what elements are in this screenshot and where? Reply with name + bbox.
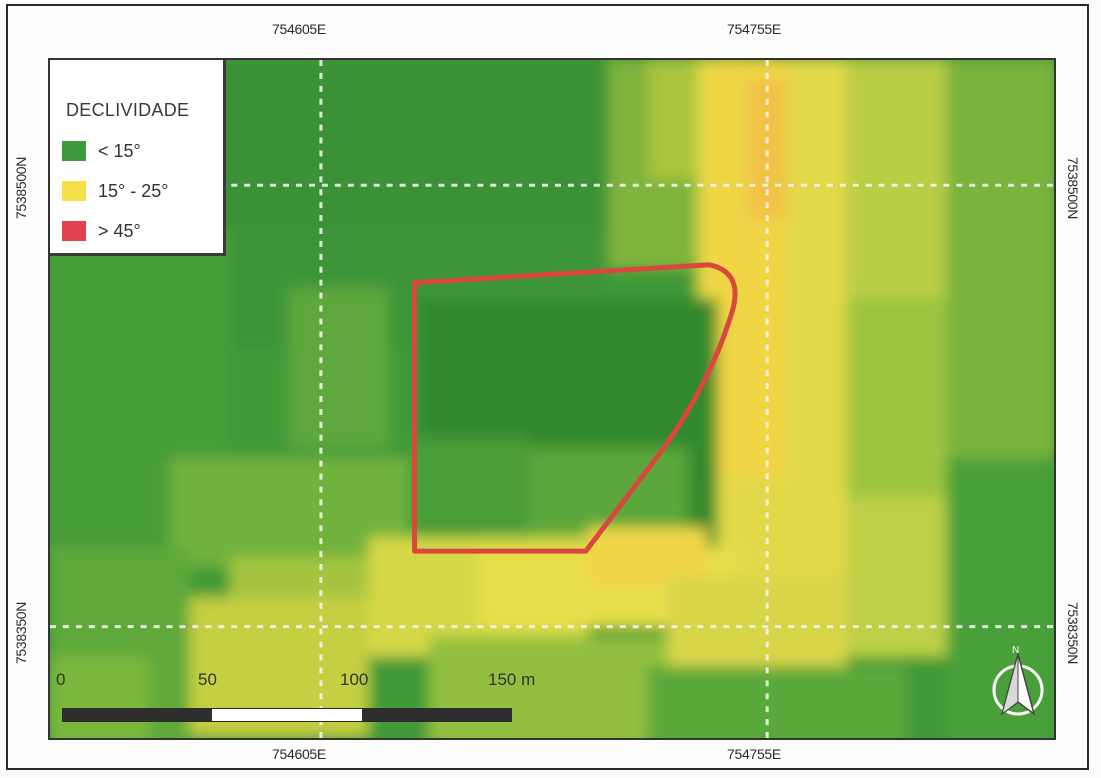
scale-bar — [62, 708, 512, 722]
scale-label: 100 — [340, 670, 369, 689]
slope-map[interactable]: DECLIVIDADE < 15° 15° - 25° > 45° 0 50 1… — [48, 58, 1056, 740]
scale-segment — [361, 709, 511, 721]
scale-label: 50 — [198, 670, 217, 689]
legend-item-low: < 15° — [62, 138, 141, 164]
coord-bottom-1: 754605E — [272, 746, 326, 762]
legend-label: 15° - 25° — [98, 180, 169, 201]
legend-item-high: > 45° — [62, 218, 141, 244]
scale-segment — [212, 709, 362, 721]
legend-swatch-green — [62, 141, 86, 161]
legend-label: > 45° — [98, 220, 141, 241]
coord-top-1: 754605E — [272, 21, 326, 37]
legend-title: DECLIVIDADE — [66, 100, 190, 120]
scale-segment — [63, 709, 213, 721]
coord-top-2: 754755E — [727, 21, 781, 37]
scale-label: 0 — [56, 670, 66, 689]
coord-right-2: 7538350N — [1065, 601, 1082, 665]
legend: DECLIVIDADE < 15° 15° - 25° > 45° — [50, 60, 226, 256]
legend-item-mid: 15° - 25° — [62, 178, 168, 204]
coord-right-1: 7538500N — [1065, 156, 1082, 220]
coordinate-grid — [50, 60, 1054, 738]
legend-swatch-red — [62, 221, 86, 241]
north-arrow-icon: N — [992, 645, 1044, 716]
legend-swatch-yellow — [62, 181, 86, 201]
coord-bottom-2: 754755E — [727, 746, 781, 762]
legend-label: < 15° — [98, 140, 141, 161]
coord-left-1: 7538500N — [13, 156, 30, 220]
scale-label: 150 m — [488, 670, 536, 689]
north-label: N — [1012, 645, 1019, 656]
study-area-boundary — [412, 262, 738, 554]
coord-left-2: 7538350N — [13, 601, 30, 665]
